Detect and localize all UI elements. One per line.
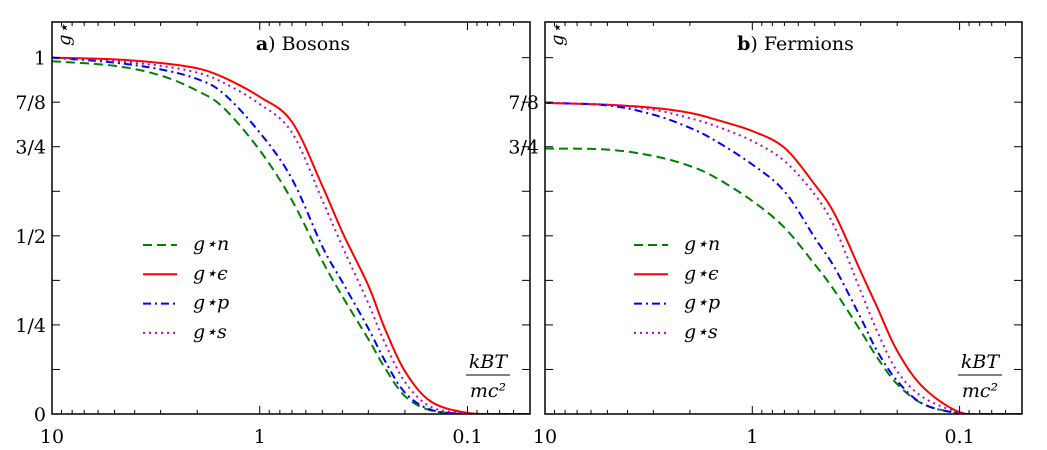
y-tick-label: 3/4: [15, 137, 46, 159]
x-tick-label: 10: [533, 426, 557, 448]
panel-title: b) Fermions: [737, 33, 854, 55]
legend-label: g⋆ϵ: [684, 262, 719, 284]
x-axis-label-denominator: mc²: [962, 380, 998, 402]
series-line-dashdot: [545, 101, 1022, 414]
series-line-solid: [52, 56, 530, 414]
series-line-dotted: [52, 56, 530, 414]
y-axis-label: g⋆: [54, 23, 75, 46]
panel-title-paren: ): [268, 33, 281, 55]
y-tick-label: 1: [34, 48, 46, 70]
legend-label: g⋆s: [684, 321, 718, 343]
x-tick-label: 0.1: [944, 426, 974, 448]
series-line-solid: [545, 101, 1022, 414]
panel-title-paren: ): [750, 33, 763, 55]
x-tick-label: 0.1: [452, 426, 482, 448]
panel-bosons: 0 1/4 1/2 3/4 7/8 1 10 1 0.1 a) Bosons g⋆ kBT mc² g⋆n…: [15, 21, 531, 448]
legend: g⋆n g⋆ϵ g⋆p g⋆s: [634, 233, 720, 343]
legend: g⋆n g⋆ϵ g⋆p g⋆s: [143, 233, 229, 343]
panel-title-letter: a: [256, 33, 268, 55]
panel-title: a) Bosons: [256, 33, 350, 55]
x-axis-label-numerator: kBT: [469, 351, 508, 373]
panel-title-text: Bosons: [282, 33, 351, 55]
series-group: [545, 101, 1022, 414]
series-line-dotted: [545, 101, 1022, 414]
y-tick-label: 7/8: [15, 92, 46, 114]
plot-frame: [51, 21, 531, 415]
legend-label: g⋆n: [193, 233, 229, 255]
panel-title-text: Fermions: [764, 33, 854, 55]
x-tick-label: 1: [746, 426, 758, 448]
y-tick-label: 1/2: [15, 226, 46, 248]
x-axis-label-denominator: mc²: [470, 380, 506, 402]
panel-fermions: 3/4 7/8 10 1 0.1 b) Fermions g⋆ kBT mc² g⋆n g⋆ϵ g⋆p…: [508, 21, 1023, 448]
legend-label: g⋆n: [684, 233, 720, 255]
x-tick-label: 10: [40, 426, 64, 448]
series-line-dashed: [52, 60, 530, 414]
panel-title-letter: b: [737, 33, 750, 55]
legend-label: g⋆s: [193, 321, 227, 343]
plot-frame: [544, 21, 1023, 415]
x-tick-label: 1: [254, 426, 266, 448]
legend-label: g⋆ϵ: [193, 262, 228, 284]
y-tick-label: 0: [34, 404, 46, 426]
y-tick-label: 3/4: [508, 137, 539, 159]
series-line-dashdot: [52, 56, 530, 414]
legend-label: g⋆p: [684, 292, 720, 314]
legend-label: g⋆p: [193, 292, 229, 314]
y-tick-label: 1/4: [15, 315, 46, 337]
series-group: [52, 56, 530, 414]
series-line-dashed: [545, 147, 1022, 414]
x-axis-label-numerator: kBT: [961, 351, 1000, 373]
y-tick-label: 7/8: [508, 92, 539, 114]
y-axis-label: g⋆: [547, 23, 568, 46]
